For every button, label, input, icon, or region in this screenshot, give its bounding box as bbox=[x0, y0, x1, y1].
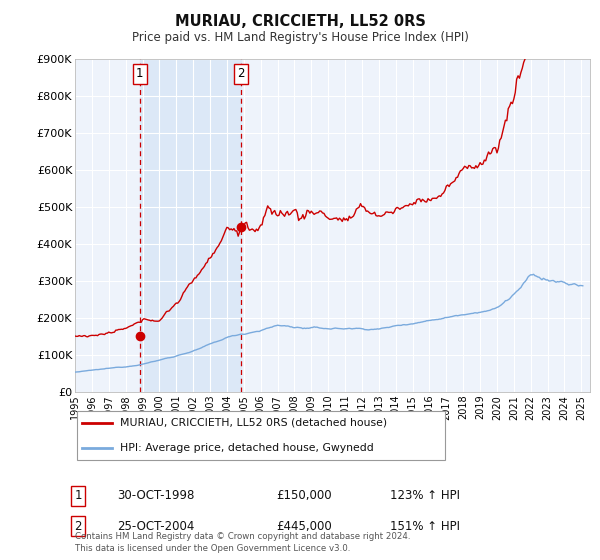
Text: MURIAU, CRICCIETH, LL52 0RS (detached house): MURIAU, CRICCIETH, LL52 0RS (detached ho… bbox=[119, 418, 387, 428]
Text: 151% ↑ HPI: 151% ↑ HPI bbox=[390, 520, 460, 533]
Text: £445,000: £445,000 bbox=[276, 520, 332, 533]
Text: Price paid vs. HM Land Registry's House Price Index (HPI): Price paid vs. HM Land Registry's House … bbox=[131, 31, 469, 44]
Text: 123% ↑ HPI: 123% ↑ HPI bbox=[390, 489, 460, 502]
Text: 30-OCT-1998: 30-OCT-1998 bbox=[117, 489, 194, 502]
FancyBboxPatch shape bbox=[77, 411, 445, 460]
Text: Contains HM Land Registry data © Crown copyright and database right 2024.
This d: Contains HM Land Registry data © Crown c… bbox=[75, 533, 410, 553]
Text: 25-OCT-2004: 25-OCT-2004 bbox=[117, 520, 194, 533]
Text: 2: 2 bbox=[74, 520, 82, 533]
Text: MURIAU, CRICCIETH, LL52 0RS: MURIAU, CRICCIETH, LL52 0RS bbox=[175, 14, 425, 29]
Text: HPI: Average price, detached house, Gwynedd: HPI: Average price, detached house, Gwyn… bbox=[119, 443, 373, 453]
Bar bbox=[140, 59, 241, 392]
Text: £150,000: £150,000 bbox=[276, 489, 332, 502]
Text: 1: 1 bbox=[74, 489, 82, 502]
Text: 1: 1 bbox=[136, 67, 143, 80]
Text: 2: 2 bbox=[237, 67, 244, 80]
